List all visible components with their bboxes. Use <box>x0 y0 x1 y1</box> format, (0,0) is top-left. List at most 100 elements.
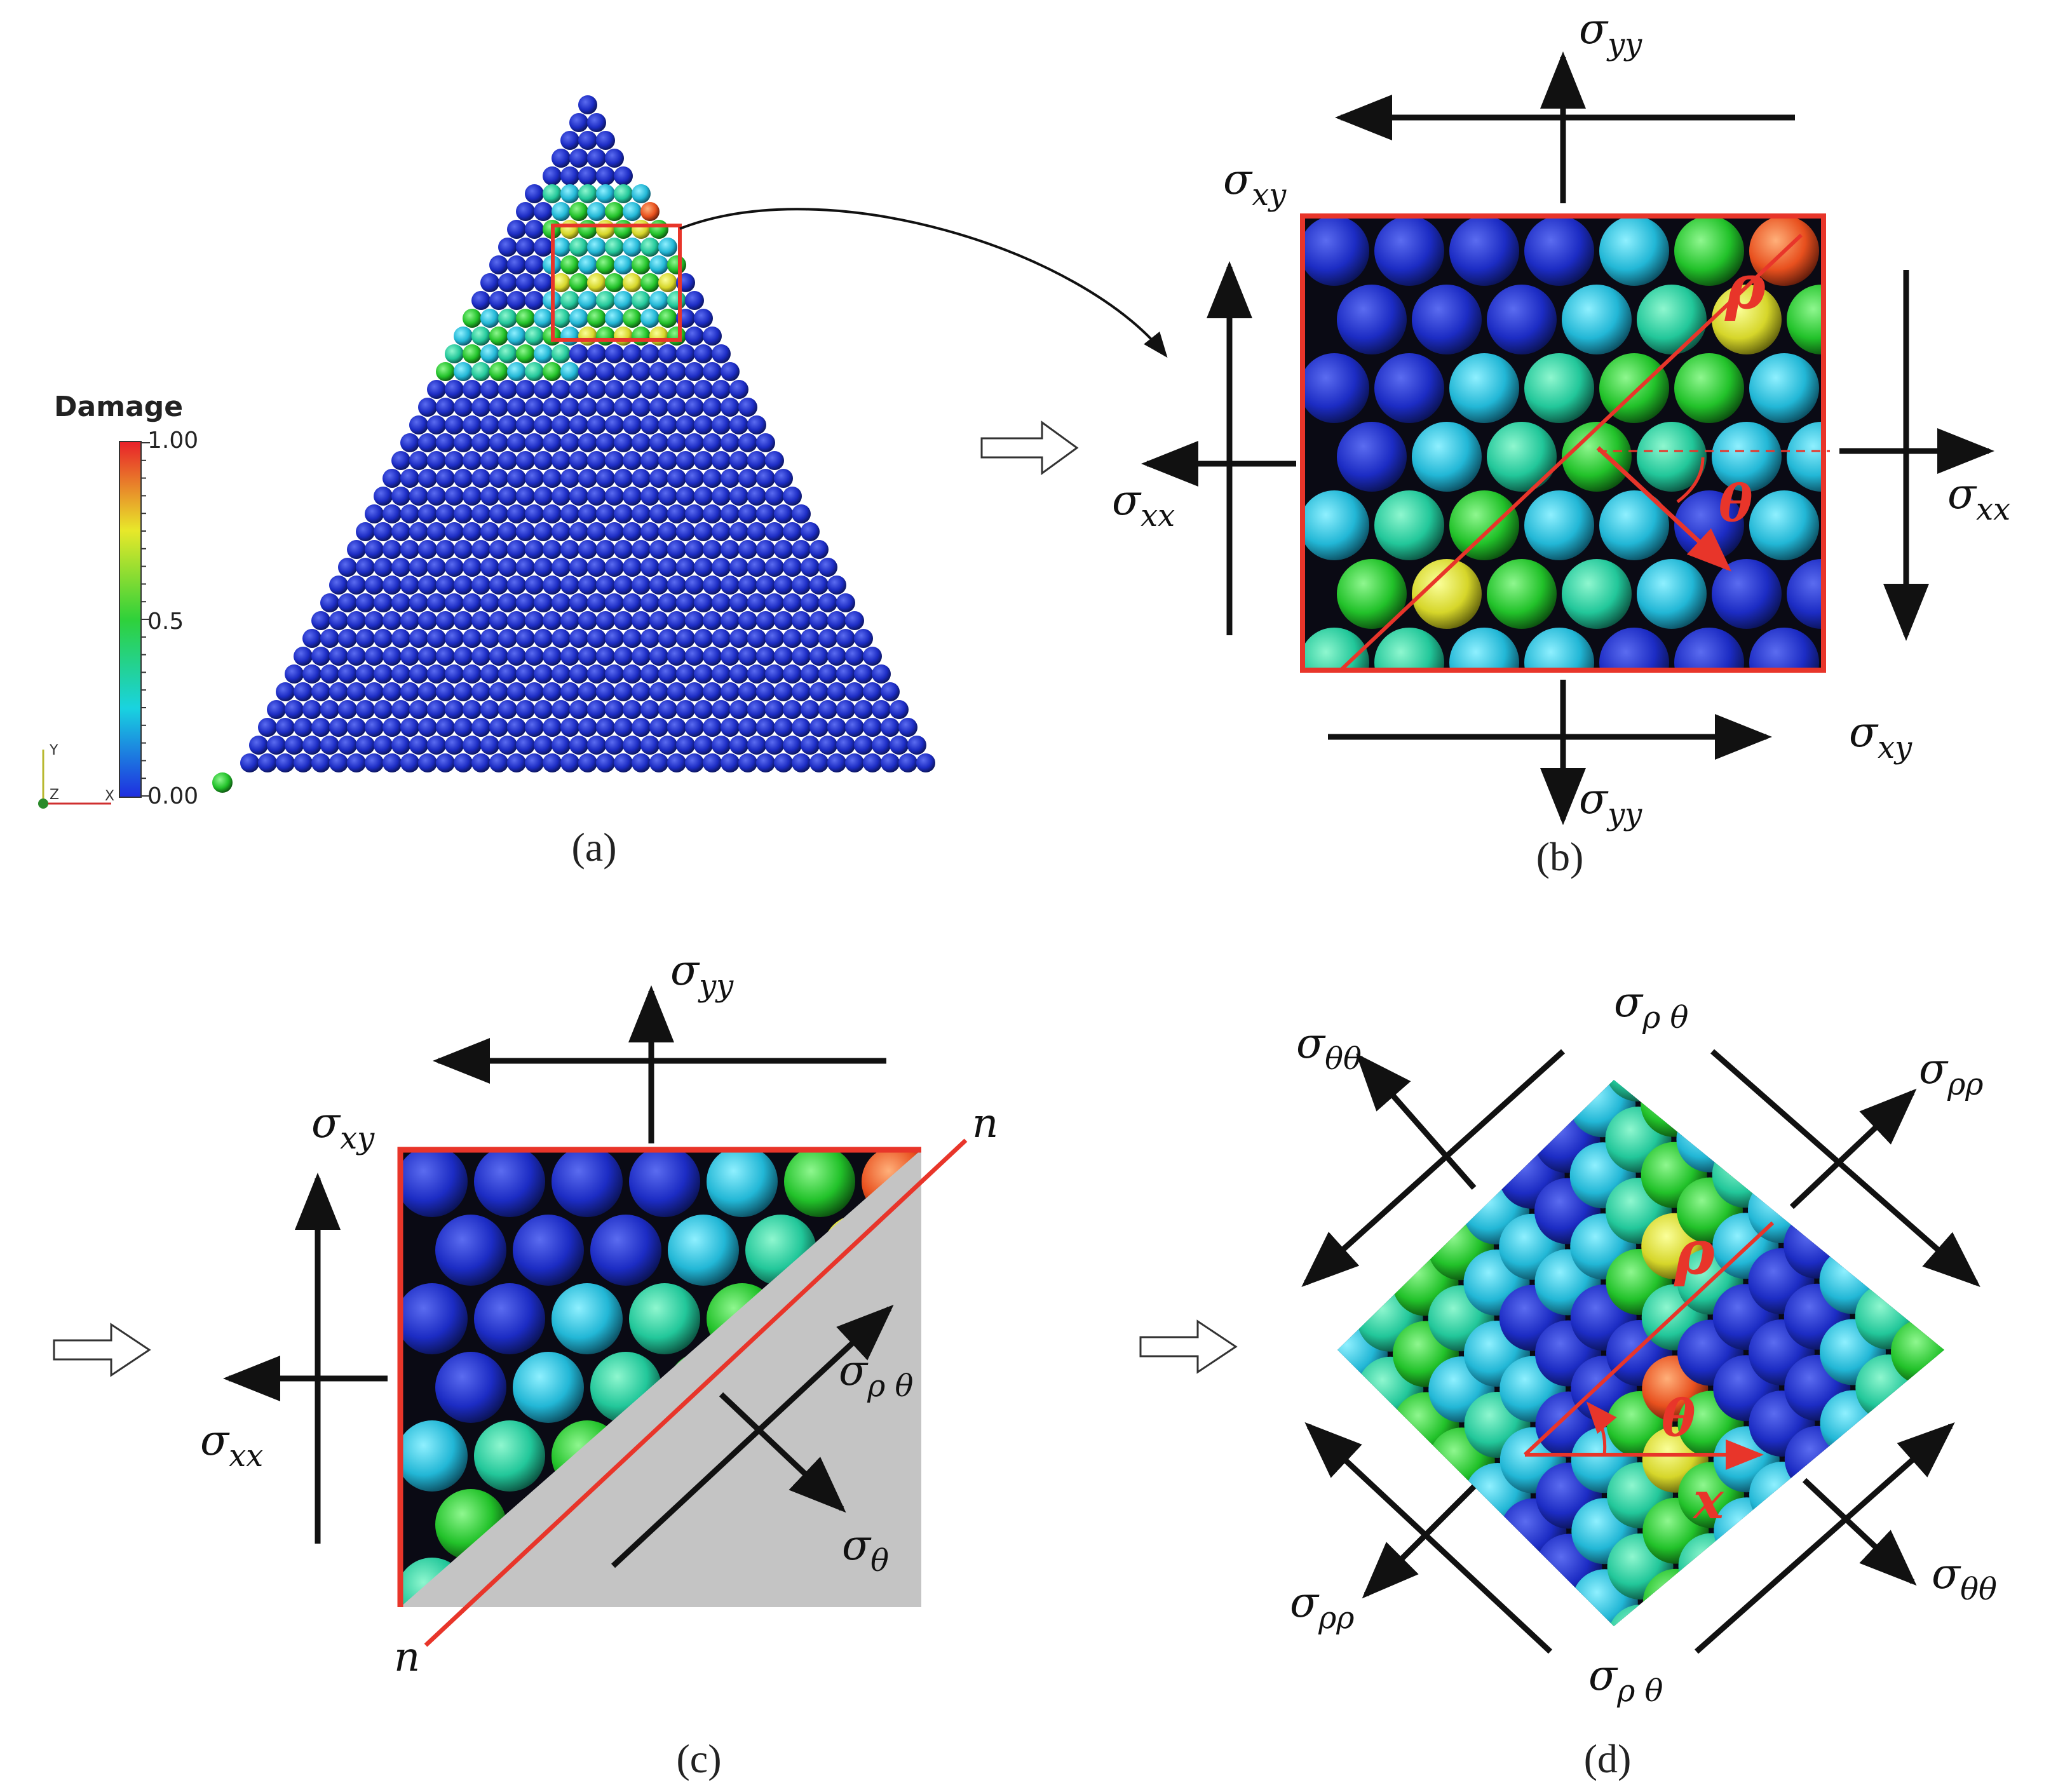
particle <box>578 291 597 310</box>
triad-y-label: Y <box>49 743 58 758</box>
particle <box>525 362 544 381</box>
particle <box>534 593 553 612</box>
particle <box>623 700 642 719</box>
label-sigma-xy-left: σxy <box>1223 155 1287 213</box>
particle <box>1599 353 1669 423</box>
label-sigma-rho-theta-c: σρ θ <box>839 1346 914 1404</box>
particle <box>605 149 624 168</box>
particle <box>552 309 571 328</box>
particle <box>747 451 766 470</box>
zoomed-particles-d <box>1337 1080 1944 1626</box>
particle <box>1449 216 1519 286</box>
particle <box>756 469 775 488</box>
particle <box>1712 1142 1778 1208</box>
particle <box>552 238 571 257</box>
particle <box>1429 1499 1496 1565</box>
particle <box>391 522 410 541</box>
particle <box>400 753 419 772</box>
particle <box>471 718 491 737</box>
particle <box>543 433 562 452</box>
particle <box>596 398 615 417</box>
particle <box>614 220 633 239</box>
particle <box>480 629 499 648</box>
particle <box>712 415 731 435</box>
particle <box>471 398 491 417</box>
particle <box>320 736 339 755</box>
particle <box>382 647 402 666</box>
particle <box>1787 422 1824 492</box>
particle <box>587 558 606 577</box>
particle <box>667 362 686 381</box>
particle <box>400 433 419 452</box>
triad-z-label: Z <box>50 787 59 803</box>
theta-arc-d <box>1586 1401 1617 1455</box>
particle <box>382 576 402 595</box>
particle <box>632 469 651 488</box>
particle <box>774 753 793 772</box>
particle <box>489 647 508 666</box>
particle <box>676 522 695 541</box>
particle <box>285 700 304 719</box>
particle <box>632 576 651 595</box>
particle <box>525 327 544 346</box>
particle <box>703 718 722 737</box>
particle <box>863 682 882 701</box>
particle <box>587 344 606 363</box>
particle <box>738 611 757 630</box>
particle <box>632 433 651 452</box>
particle <box>712 451 731 470</box>
particle <box>1374 216 1444 286</box>
particle <box>347 611 366 630</box>
particle <box>1449 353 1519 423</box>
panel-c: n n σyy σxy σxx σρ θ σθ (c) <box>53 946 998 1781</box>
particle <box>667 718 686 737</box>
panel-a: Damage 1.00 0.5 0.00 Y X Z (a) <box>38 95 1168 870</box>
particle <box>809 540 829 559</box>
particle <box>1674 353 1744 423</box>
particle <box>471 291 491 310</box>
particle <box>1678 1533 1745 1600</box>
particle <box>774 469 793 488</box>
particle <box>809 682 829 701</box>
particle <box>703 611 722 630</box>
particle <box>498 344 517 363</box>
particle <box>409 664 428 684</box>
particle <box>427 593 446 612</box>
particle <box>480 415 499 435</box>
particle <box>872 664 891 684</box>
particle <box>623 593 642 612</box>
particle <box>738 647 757 666</box>
particle <box>445 664 464 684</box>
particle <box>649 504 668 523</box>
particle <box>427 664 446 684</box>
particle <box>498 451 517 470</box>
particle <box>747 736 766 755</box>
particle <box>614 433 633 452</box>
particle <box>721 540 740 559</box>
particle <box>463 487 482 506</box>
particle <box>471 682 491 701</box>
particle <box>845 753 864 772</box>
particle <box>320 629 339 648</box>
particle <box>667 753 686 772</box>
particle <box>480 664 499 684</box>
particle <box>1412 559 1482 629</box>
particle <box>311 647 330 666</box>
particle <box>881 682 900 701</box>
particle <box>578 327 597 346</box>
particle <box>391 700 410 719</box>
particle <box>569 522 588 541</box>
particle <box>365 611 384 630</box>
particle <box>685 362 704 381</box>
particle <box>827 682 846 701</box>
particle <box>658 700 677 719</box>
particle <box>569 149 588 168</box>
particle <box>658 558 677 577</box>
particle <box>552 629 571 648</box>
shear-top-left-arrow-d <box>1301 1049 1566 1288</box>
particle <box>409 522 428 541</box>
particle <box>587 380 606 399</box>
particle <box>552 487 571 506</box>
particle <box>560 611 579 630</box>
particle <box>605 273 624 292</box>
